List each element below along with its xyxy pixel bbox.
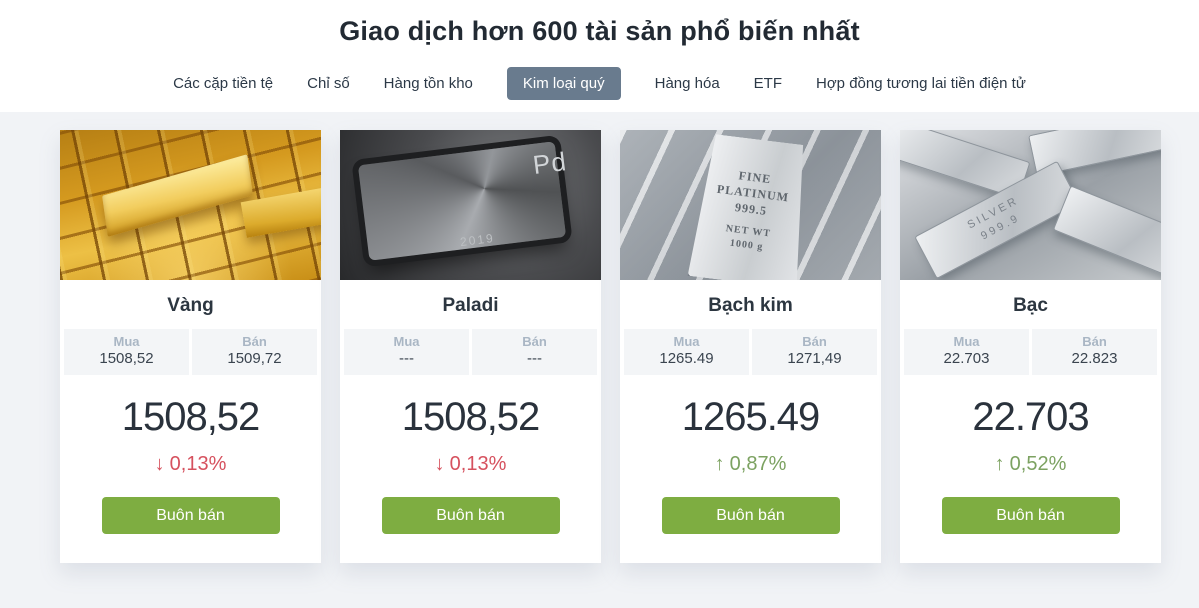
asset-name: Bạch kim (708, 295, 793, 316)
trade-button[interactable]: Buôn bán (941, 497, 1120, 534)
platinum-stamp-text: FINE PLATINUM 999.5 (715, 168, 790, 219)
quote-row: Mua --- Bán --- (340, 329, 601, 375)
buy-label: Mua (113, 334, 140, 349)
sell-value: 1509,72 (227, 350, 282, 367)
asset-name: Bạc (1013, 295, 1048, 316)
down-arrow-icon: ↓ (154, 453, 165, 475)
current-price: 22.703 (972, 395, 1089, 439)
buy-quote: Mua 22.703 (904, 329, 1029, 375)
header: Giao dịch hơn 600 tài sản phổ biến nhất … (0, 0, 1199, 112)
gold-bars-image (60, 130, 321, 280)
trade-button[interactable]: Buôn bán (101, 497, 280, 534)
tab-stocks[interactable]: Hàng tồn kho (383, 75, 473, 92)
page-title: Giao dịch hơn 600 tài sản phổ biến nhất (339, 16, 860, 46)
asset-card-palladium: Pd 2019 Paladi Mua --- Bán --- 1508,52 ↓… (340, 130, 601, 563)
quote-row: Mua 1265.49 Bán 1271,49 (620, 329, 881, 375)
buy-quote: Mua --- (344, 329, 469, 375)
buy-label: Mua (393, 334, 420, 349)
quote-row: Mua 22.703 Bán 22.823 (900, 329, 1161, 375)
sell-quote: Bán 1509,72 (192, 329, 317, 375)
buy-value: 1265.49 (659, 350, 714, 367)
tab-etf[interactable]: ETF (753, 75, 783, 92)
change-percent: 0,13% (169, 453, 227, 475)
platinum-weight-text: NET WT 1000 g (724, 223, 772, 254)
price-change: ↓ 0,13% (340, 453, 601, 476)
buy-label: Mua (953, 334, 980, 349)
current-price: 1508,52 (401, 395, 541, 439)
up-arrow-icon: ↑ (994, 453, 1005, 475)
price-change: ↓ 0,13% (60, 453, 321, 476)
asset-card-gold: Vàng Mua 1508,52 Bán 1509,72 1508,52 ↓ 0,… (60, 130, 321, 563)
price-change: ↑ 0,52% (900, 453, 1161, 476)
quote-row: Mua 1508,52 Bán 1509,72 (60, 329, 321, 375)
silver-bars-image: SILVER 999.9 (900, 130, 1161, 280)
asset-card-platinum: FINE PLATINUM 999.5 NET WT 1000 g Bạch k… (620, 130, 881, 563)
down-arrow-icon: ↓ (434, 453, 445, 475)
tab-commodities[interactable]: Hàng hóa (654, 75, 720, 92)
sell-quote: Bán 22.823 (1032, 329, 1157, 375)
asset-name: Vàng (167, 295, 214, 316)
buy-label: Mua (673, 334, 700, 349)
change-percent: 0,13% (449, 453, 507, 475)
sell-quote: Bán 1271,49 (752, 329, 877, 375)
palladium-bar-image: Pd 2019 (340, 130, 601, 280)
silver-bar-shape (1052, 185, 1161, 279)
sell-label: Bán (1082, 334, 1107, 349)
asset-card-silver: SILVER 999.9 Bạc Mua 22.703 Bán 22.823 2… (900, 130, 1161, 563)
change-percent: 0,52% (1009, 453, 1067, 475)
sell-label: Bán (522, 334, 547, 349)
trade-button[interactable]: Buôn bán (661, 497, 840, 534)
trade-button[interactable]: Buôn bán (381, 497, 560, 534)
platinum-bar-shape: FINE PLATINUM 999.5 NET WT 1000 g (687, 133, 813, 280)
buy-value: 1508,52 (99, 350, 154, 367)
sell-value: 1271,49 (787, 350, 842, 367)
tab-precious-metals[interactable]: Kim loại quý (506, 67, 621, 100)
asset-name: Paladi (442, 295, 499, 316)
change-percent: 0,87% (729, 453, 787, 475)
asset-category-tabs: Các cặp tiền tệ Chỉ số Hàng tồn kho Kim … (0, 67, 1199, 100)
gold-bar-shape (101, 154, 254, 237)
current-price: 1265.49 (681, 395, 821, 439)
buy-value: --- (399, 350, 414, 367)
silver-stamp-text: SILVER 999.9 (964, 193, 1022, 243)
price-change: ↑ 0,87% (620, 453, 881, 476)
palladium-year-text: 2019 (459, 230, 496, 250)
up-arrow-icon: ↑ (714, 453, 725, 475)
tab-crypto-futures[interactable]: Hợp đồng tương lai tiền điện tử (816, 75, 1026, 92)
sell-quote: Bán --- (472, 329, 597, 375)
buy-quote: Mua 1508,52 (64, 329, 189, 375)
asset-cards: Vàng Mua 1508,52 Bán 1509,72 1508,52 ↓ 0,… (0, 112, 1199, 563)
buy-value: 22.703 (943, 350, 990, 367)
palladium-symbol-text: Pd (531, 146, 569, 180)
sell-value: --- (527, 350, 542, 367)
current-price: 1508,52 (121, 395, 261, 439)
tab-currency-pairs[interactable]: Các cặp tiền tệ (173, 75, 274, 92)
sell-value: 22.823 (1071, 350, 1118, 367)
buy-quote: Mua 1265.49 (624, 329, 749, 375)
tab-indices[interactable]: Chỉ số (307, 75, 350, 92)
sell-label: Bán (242, 334, 267, 349)
sell-label: Bán (802, 334, 827, 349)
platinum-bars-image: FINE PLATINUM 999.5 NET WT 1000 g (620, 130, 881, 280)
